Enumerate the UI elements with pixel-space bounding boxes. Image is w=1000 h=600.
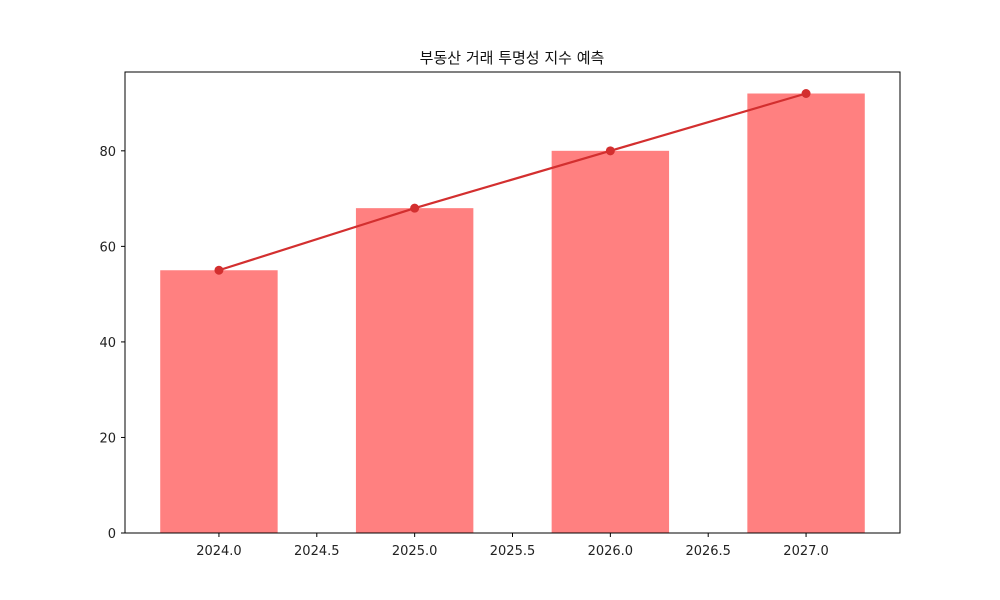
bar [551,150,670,533]
x-tick-label: 2024.0 [196,544,242,559]
chart-title: 부동산 거래 투명성 지수 예측 [420,49,605,67]
y-tick-label: 60 [99,240,116,255]
x-tick-label: 2026.0 [588,544,634,559]
x-tick-label: 2026.5 [685,544,731,559]
x-tick-label: 2025.0 [392,544,438,559]
line-series [214,88,811,275]
line-marker [605,146,615,156]
x-axis: 2024.0 2024.5 2025.0 2025.5 2026.0 2026.5 2027… [196,533,829,559]
bar [747,93,865,533]
line-marker [214,265,224,275]
x-tick-label: 2025.5 [490,544,536,559]
bar [355,208,474,533]
trend-line [218,92,807,272]
line-marker [801,88,811,98]
bar [160,270,278,533]
y-tick-label: 20 [99,431,116,446]
x-tick-label: 2024.5 [294,544,340,559]
bar-series [160,93,865,533]
x-tick-label: 2027.0 [783,544,829,559]
y-axis: 0 20 40 60 80 [99,145,125,542]
y-tick-label: 0 [108,527,116,542]
y-tick-label: 40 [99,336,116,351]
line-marker [410,203,420,213]
y-tick-label: 80 [99,145,116,160]
